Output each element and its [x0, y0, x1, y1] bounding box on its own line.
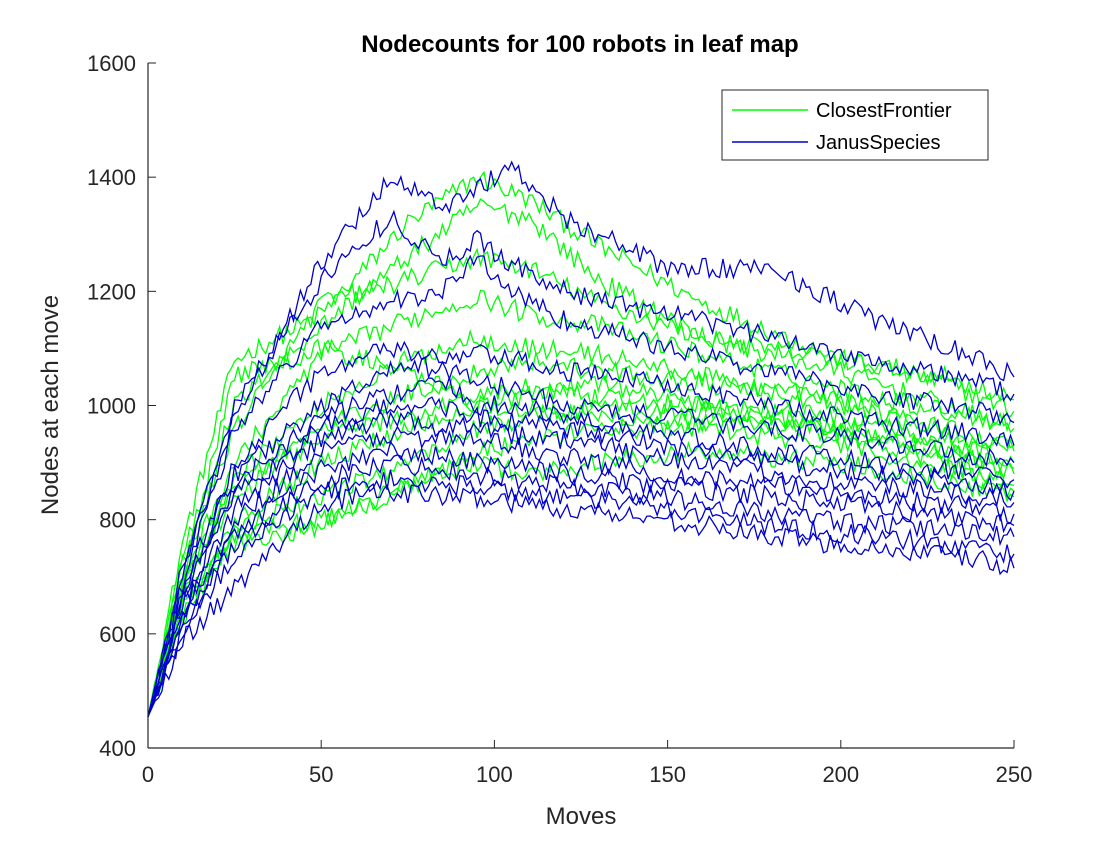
- x-tick-label: 150: [649, 762, 686, 787]
- series-line-closestfrontier-3: [147, 289, 1015, 717]
- legend-label-janusspecies: JanusSpecies: [816, 132, 941, 154]
- y-tick-label: 1400: [87, 165, 136, 190]
- chart-title: Nodecounts for 100 robots in leaf map: [361, 31, 798, 58]
- series-line-janusspecies-4: [147, 356, 1015, 717]
- x-tick-label: 200: [822, 762, 859, 787]
- series-line-janusspecies-10: [147, 454, 1015, 717]
- legend-box: [721, 89, 989, 161]
- series-line-janusspecies-9: [147, 440, 1015, 717]
- y-tick-label: 1600: [87, 51, 136, 76]
- series-line-janusspecies-0: [147, 160, 1015, 717]
- series-line-janusspecies-6: [147, 396, 1015, 717]
- x-tick-label: 0: [142, 762, 154, 787]
- series-line-janusspecies-12: [147, 482, 1015, 717]
- x-tick-label: 100: [476, 762, 513, 787]
- series-line-janusspecies-2: [147, 254, 1015, 717]
- x-tick-label: 50: [309, 762, 333, 787]
- series-janusspecies: [147, 160, 1015, 717]
- series-line-janusspecies-8: [147, 425, 1015, 717]
- ticks-layer: 0 50 100 150 200 250 400 600 800 1000 1200 1400 1600: [87, 51, 1032, 787]
- y-tick-label: 1000: [87, 394, 136, 419]
- series-line-closestfrontier-4: [147, 329, 1015, 717]
- series-line-closestfrontier-8: [147, 396, 1015, 717]
- series-line-closestfrontier-7: [147, 398, 1015, 717]
- x-axis-label: Moves: [546, 803, 617, 830]
- y-axis-label: Nodes at each move: [37, 295, 64, 515]
- series-line-janusspecies-5: [147, 376, 1015, 717]
- y-tick-label: 600: [99, 622, 136, 647]
- series-line-janusspecies-7: [147, 409, 1015, 717]
- y-tick-label: 400: [99, 736, 136, 761]
- series-line-closestfrontier-1: [147, 198, 1015, 717]
- series-layer: [147, 160, 1015, 717]
- y-tick-label: 800: [99, 508, 136, 533]
- series-line-janusspecies-3: [147, 340, 1015, 717]
- series-line-janusspecies-1: [147, 209, 1015, 717]
- legend-label-closestfrontier: ClosestFrontier: [816, 100, 952, 122]
- legend: ClosestFrontier JanusSpecies: [721, 89, 989, 161]
- y-tick-label: 1200: [87, 279, 136, 304]
- series-line-janusspecies-11: [147, 469, 1015, 717]
- series-line-closestfrontier-5: [147, 352, 1015, 717]
- series-line-closestfrontier-2: [147, 247, 1015, 717]
- x-tick-label: 250: [996, 762, 1033, 787]
